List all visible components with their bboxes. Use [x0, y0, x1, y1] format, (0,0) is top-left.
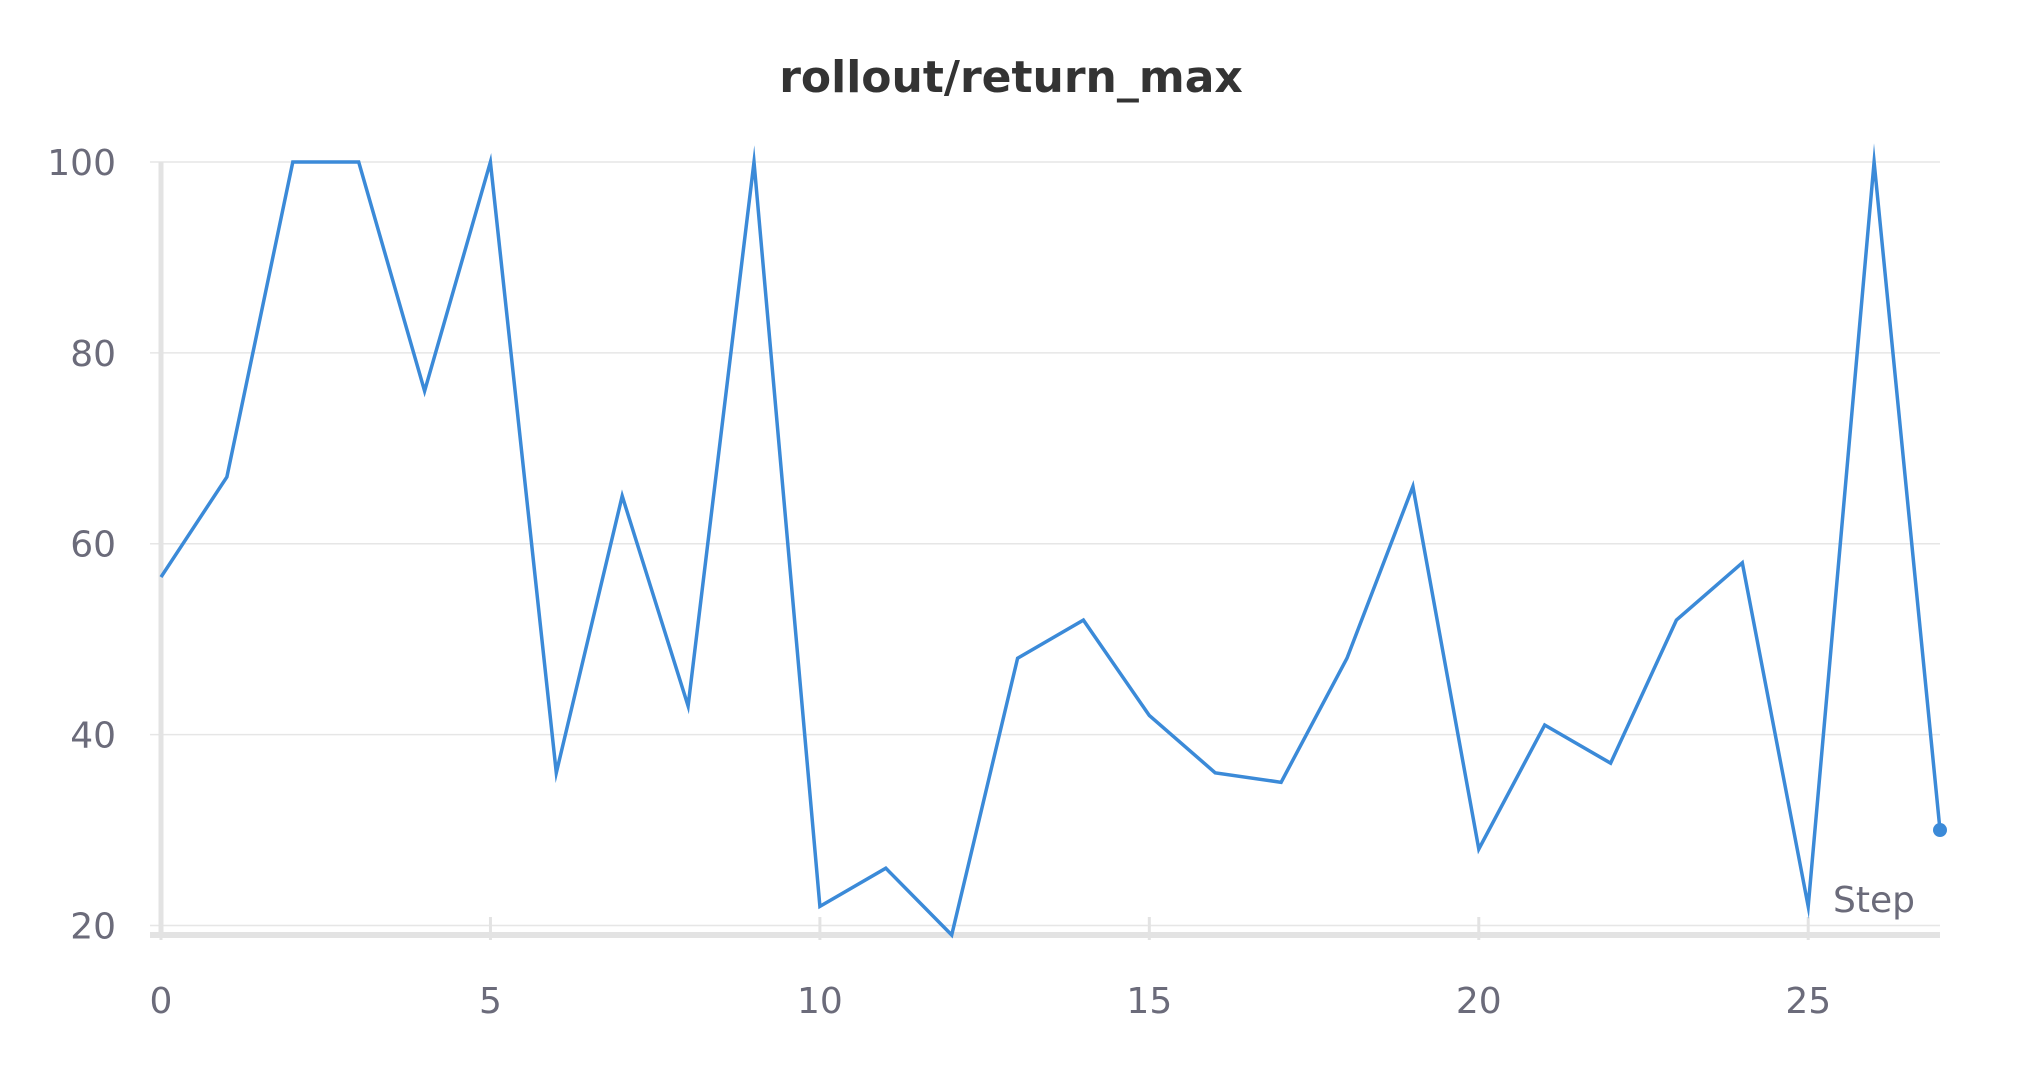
series-line [159, 143, 1942, 939]
grid-lines [150, 161, 1940, 927]
x-axis-title: Step [1833, 880, 1915, 921]
y-tick-label: 100 [47, 143, 116, 184]
y-tick-label: 40 [70, 716, 116, 757]
x-tick-label: 5 [479, 981, 502, 1022]
x-tick-label: 25 [1785, 981, 1831, 1022]
x-tick-label: 10 [797, 981, 843, 1022]
y-tick-label: 80 [70, 334, 116, 375]
y-tick-label: 60 [70, 525, 116, 566]
data-point-last [1933, 823, 1947, 838]
chart-title: rollout/return_max [779, 52, 1243, 103]
x-tick-labels: 0 5 10 15 20 25 [150, 981, 1832, 1022]
x-tick-label: 0 [150, 981, 173, 1022]
y-tick-label: 20 [70, 906, 116, 947]
x-tick-label: 20 [1456, 981, 1502, 1022]
series-layer [159, 143, 1947, 939]
y-tick-labels: 20 40 60 80 100 [47, 143, 116, 947]
axes [150, 162, 1940, 940]
x-tick-label: 15 [1126, 981, 1172, 1022]
